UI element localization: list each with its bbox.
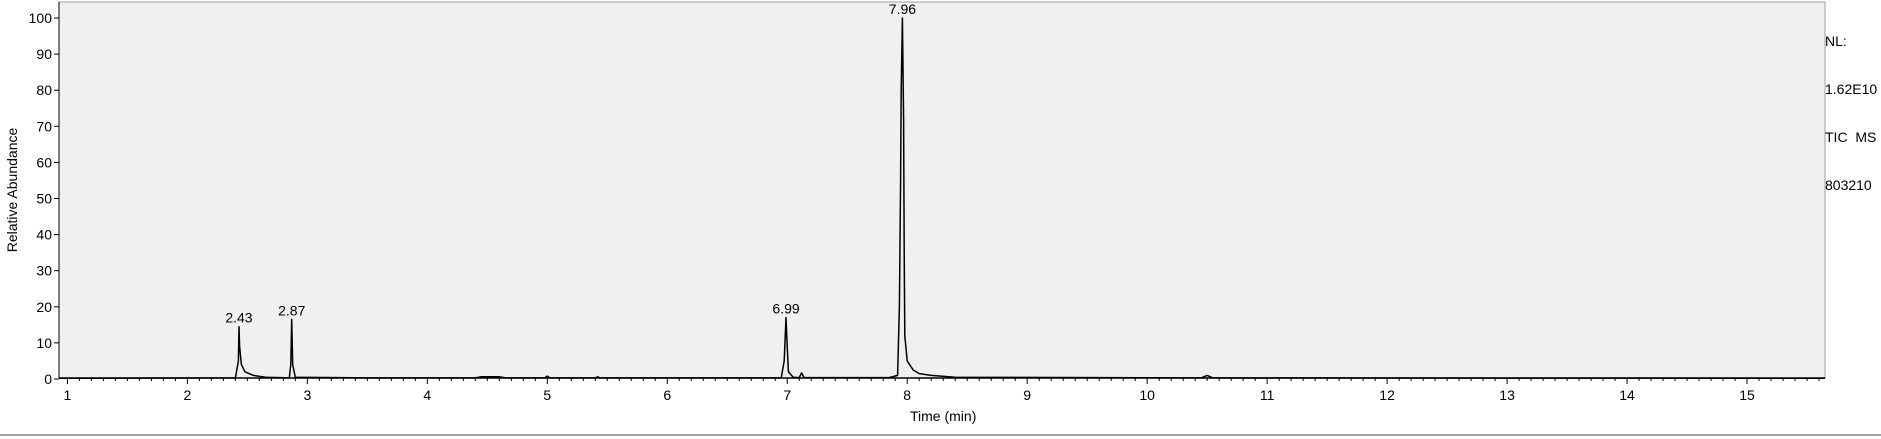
y-tick-label: 20 (36, 299, 52, 315)
x-tick-label: 11 (1260, 387, 1275, 403)
peak-label: 2.43 (225, 310, 252, 326)
bottom-divider (0, 434, 1881, 436)
x-tick-label: 2 (183, 387, 191, 403)
x-tick-label: 4 (423, 387, 431, 403)
y-axis: 0 10 20 30 40 50 60 70 80 90 100 (29, 2, 60, 387)
x-tick-label: 1 (63, 387, 71, 403)
peak-labels: 2.43 2.87 6.99 7.96 (225, 1, 916, 326)
x-tick-label: 12 (1379, 387, 1395, 403)
y-tick-label: 50 (36, 191, 52, 207)
peak-label: 7.96 (889, 1, 916, 17)
x-tick-label: 10 (1139, 387, 1155, 403)
y-tick-label: 40 (36, 227, 52, 243)
y-tick-label: 0 (44, 371, 52, 387)
y-tick-label: 10 (36, 335, 52, 351)
plot-area (58, 1, 1826, 379)
peak-label: 2.87 (278, 302, 305, 318)
x-tick-label: 15 (1739, 387, 1755, 403)
y-tick-label: 30 (36, 263, 52, 279)
trace-id: 803210 (1825, 177, 1872, 193)
x-axis: 1 2 3 4 5 6 7 8 9 10 11 12 13 14 15 (59, 377, 1825, 403)
x-tick-label: 3 (303, 387, 311, 403)
peak-label: 6.99 (772, 301, 799, 317)
x-axis-title: Time (min) (910, 408, 976, 424)
x-tick-label: 6 (663, 387, 671, 403)
x-tick-label: 9 (1023, 387, 1031, 403)
x-tick-label: 5 (543, 387, 551, 403)
tic-trace-line (58, 17, 1826, 380)
x-tick-label: 13 (1499, 387, 1515, 403)
trace-info-panel: NL: 1.62E10 TIC MS 803210 (1825, 1, 1877, 209)
y-tick-label: 100 (29, 10, 53, 26)
y-axis-title: Relative Abundance (4, 128, 20, 253)
y-tick-label: 60 (36, 154, 52, 170)
nl-label: NL: (1825, 33, 1847, 49)
y-tick-label: 90 (36, 46, 52, 62)
y-tick-label: 70 (36, 118, 52, 134)
x-tick-label: 7 (783, 387, 791, 403)
x-tick-label: 8 (903, 387, 911, 403)
y-tick-label: 80 (36, 82, 52, 98)
nl-value: 1.62E10 (1825, 81, 1878, 97)
trace-type: TIC MS (1825, 129, 1877, 145)
x-tick-label: 14 (1619, 387, 1635, 403)
